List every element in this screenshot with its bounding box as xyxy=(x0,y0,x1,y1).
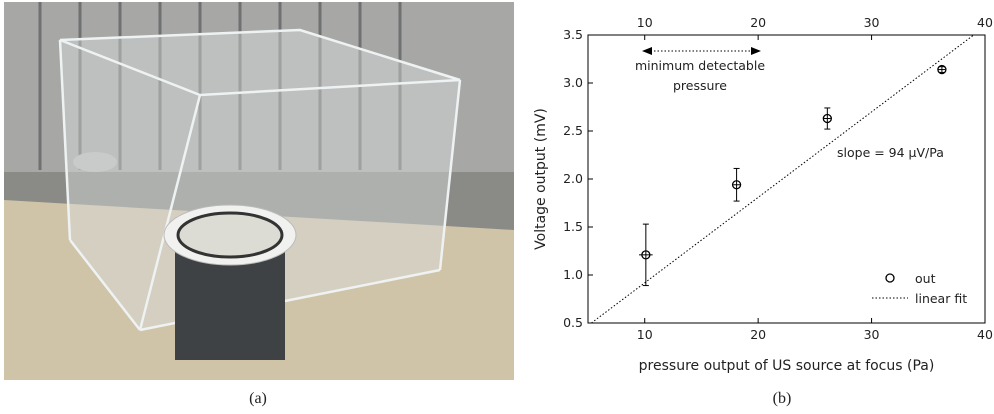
legend-label: linear fit xyxy=(915,291,967,306)
x-tick-label: 30 xyxy=(864,327,880,342)
y-tick-label: 3.5 xyxy=(563,27,583,42)
point xyxy=(731,180,742,190)
arrow-head xyxy=(642,47,652,55)
y-tick-label: 2.5 xyxy=(563,123,583,138)
y-axis-label: Voltage output (mV) xyxy=(533,108,549,250)
x2-tick-label: 30 xyxy=(864,15,880,30)
y-tick-label: 2.0 xyxy=(563,171,583,186)
x2-tick-label: 40 xyxy=(977,15,993,30)
point xyxy=(937,64,947,75)
annotation: slope = 94 µV/Pa xyxy=(837,145,944,160)
x-axis-label: pressure output of US source at focus (P… xyxy=(639,358,935,374)
photo xyxy=(4,2,514,380)
point xyxy=(822,113,832,124)
point xyxy=(641,250,651,260)
fit-line xyxy=(591,34,974,324)
y-tick-label: 0.5 xyxy=(563,315,583,330)
x-tick-label: 40 xyxy=(977,327,993,342)
legend-label: out xyxy=(915,271,936,286)
caption: (b) xyxy=(773,390,792,407)
annotation: pressure xyxy=(673,78,727,93)
x2-tick-label: 20 xyxy=(750,15,766,30)
annotation: minimum detectable xyxy=(635,58,765,73)
x2-tick-label: 10 xyxy=(637,15,653,30)
y-tick-label: 3.0 xyxy=(563,75,583,90)
x-tick-label: 10 xyxy=(637,327,653,342)
x-tick-label: 20 xyxy=(750,327,766,342)
y-tick-label: 1.0 xyxy=(563,267,583,282)
legend-marker xyxy=(885,273,895,283)
caption: (a) xyxy=(249,390,267,407)
y-tick-label: 1.5 xyxy=(563,219,583,234)
arrow-head xyxy=(751,47,761,55)
